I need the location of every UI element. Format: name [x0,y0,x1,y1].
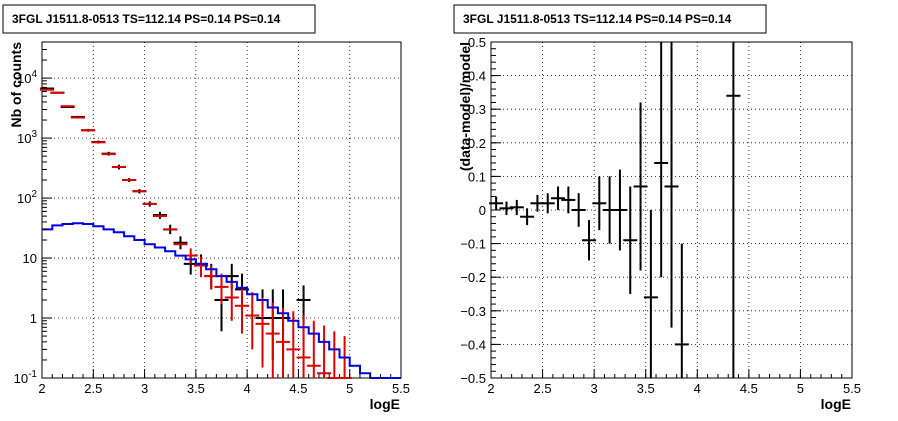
y-tick-label: 0.2 [468,136,486,151]
data-point [592,176,607,231]
y-tick-label: 0.3 [468,102,486,117]
left-x-ticks: 2 2.5 3 3.5 4 4.5 5 5.5 [38,369,410,396]
data-point [643,210,658,378]
data-point [674,243,689,378]
data-point [612,169,627,251]
y-tick-label: 10-1 [14,369,38,386]
data-point [633,102,648,271]
y-tick-label: 0 [479,203,486,218]
x-tick-label: 4.5 [289,381,307,396]
y-tick-label: 0.4 [468,69,486,84]
data-point [214,273,229,305]
data-point [581,220,596,261]
data-point [255,297,270,368]
x-tick-label: 2.5 [534,381,552,396]
data-point [296,315,311,378]
x-tick-label: 4.5 [740,381,758,396]
data-point [623,186,638,294]
x-tick-label: 5.5 [392,381,410,396]
data-point [235,287,250,334]
x-tick-label: 2 [487,381,494,396]
data-point [551,186,566,210]
y-tick-label: 10 [23,251,37,266]
data-point [317,325,332,378]
right-x-axis-title: logE [821,396,851,412]
y-tick-label: −0.2 [460,270,486,285]
y-tick-label: −0.3 [460,304,486,319]
right-marks [489,42,741,378]
x-tick-label: 2 [38,381,45,396]
model-step-line [42,222,401,379]
y-tick-label: 0.5 [468,35,486,50]
y-tick-label: −0.5 [460,371,486,386]
y-tick-label: 0.1 [468,169,486,184]
left-y-axis-title: Nb of counts [8,42,24,128]
x-tick-label: 5 [346,381,353,396]
right-x-ticks: 2 2.5 3 3.5 4 4.5 5 5.5 [487,369,861,396]
left-marks [40,87,401,379]
data-point [561,186,576,214]
y-tick-label: 102 [17,189,37,206]
x-tick-label: 2.5 [84,381,102,396]
data-point [224,281,239,321]
data-point [571,193,586,227]
y-tick-label: −0.4 [460,337,486,352]
data-point [173,236,188,250]
data-point [664,42,679,328]
x-tick-label: 5 [797,381,804,396]
data-point [286,311,301,378]
data-point [540,193,555,214]
data-point [499,201,514,216]
left-plot-frame [41,41,402,379]
right-y-axis-title: (data-model)/model [457,42,473,171]
y-tick-label: 103 [17,129,37,146]
data-point [306,320,321,378]
left-grid [42,42,401,378]
left-panel: 3FGL J1511.8-0513 TS=112.14 PS=0.14 PS=0… [2,4,410,412]
right-title: 3FGL J1511.8-0513 TS=112.14 PS=0.14 PS=0… [463,12,732,26]
left-title-box [2,4,316,34]
x-tick-label: 3.5 [637,381,655,396]
x-tick-label: 3 [591,381,598,396]
x-tick-label: 3 [141,381,148,396]
data-point [726,42,741,378]
x-tick-label: 4 [694,381,701,396]
left-x-axis-title: logE [370,396,400,412]
data-point [276,307,291,378]
left-title: 3FGL J1511.8-0513 TS=112.14 PS=0.14 PS=0… [12,12,281,26]
data-point [265,302,280,378]
right-y-ticks: −0.5 −0.4 −0.3 −0.2 −0.1 0 0.1 0.2 0.3 0.4 0.5 [460,35,501,386]
x-tick-label: 5.5 [843,381,861,396]
data-point [520,208,535,226]
y-tick-label: −0.1 [460,237,486,252]
y-tick-label: 1 [30,311,37,326]
data-point [245,292,260,350]
data-point [654,42,669,278]
right-panel: 3FGL J1511.8-0513 TS=112.14 PS=0.14 PS=0… [453,4,861,412]
data-point [509,199,524,216]
right-title-box [453,4,767,34]
x-tick-label: 3.5 [187,381,205,396]
x-tick-label: 4 [244,381,251,396]
